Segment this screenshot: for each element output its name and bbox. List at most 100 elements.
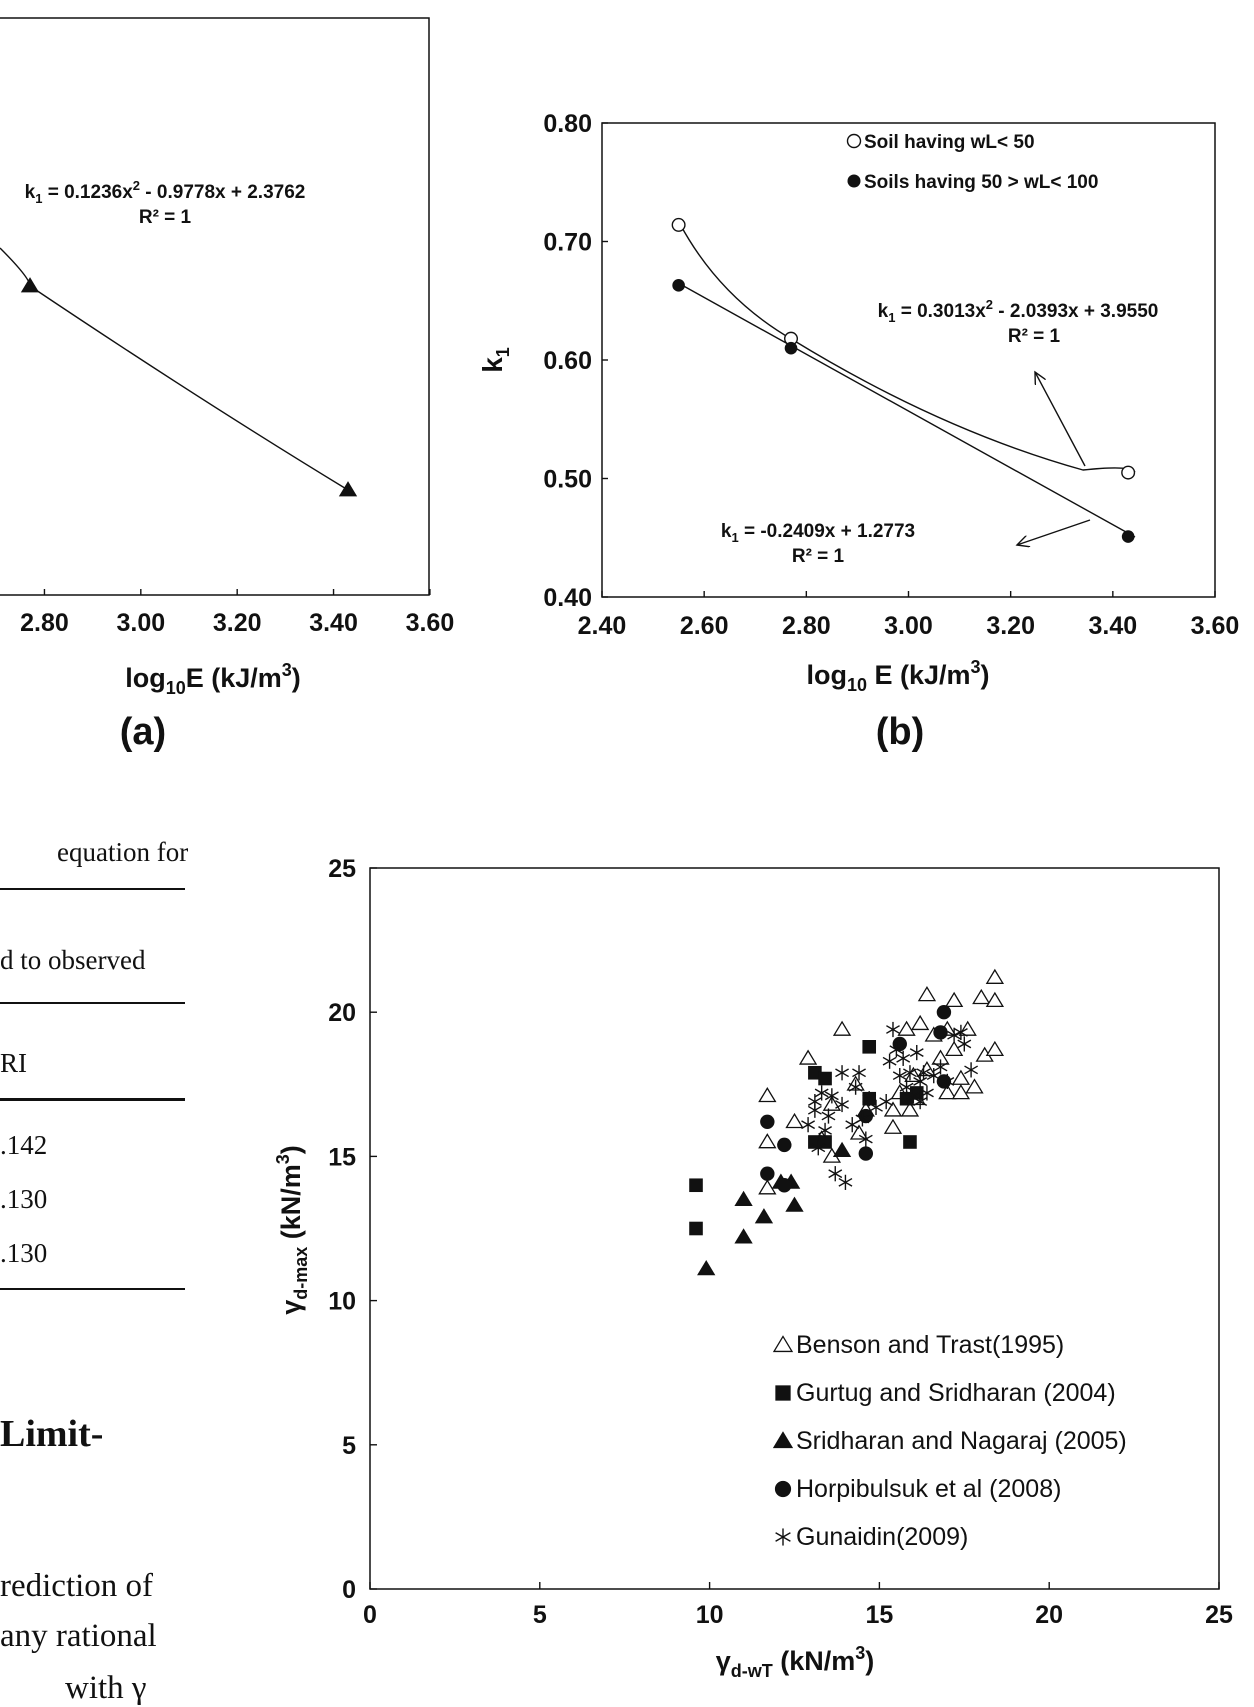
chart-c-data-point-shape <box>903 1135 917 1149</box>
chart-c-data-point-shape <box>832 1020 852 1036</box>
chart-c-data-point <box>965 1078 984 1094</box>
chart-c-data-point <box>832 1141 852 1157</box>
chart-c-y-tick-label: 25 <box>328 855 356 883</box>
chart-c-data-point-shape <box>911 1014 930 1031</box>
chart-c-data-point-stroke <box>892 1071 907 1081</box>
chart-c-data-point <box>951 1084 971 1100</box>
chart-a-x-tick-label: 2.80 <box>20 609 69 637</box>
chart-c-data-point-stroke <box>835 1068 849 1078</box>
chart-c-data-point-stroke <box>926 1071 941 1081</box>
chart-c-data-point-stroke <box>953 1027 968 1037</box>
chart-c-data-point <box>951 1069 971 1085</box>
chart-a-r2: R² = 1 <box>139 207 192 228</box>
chart-c-data-point-shape <box>754 1208 774 1224</box>
chart-c-data-point <box>883 1118 903 1134</box>
chart-c-data-point <box>909 1044 924 1061</box>
chart-c-data-point-stroke <box>838 1177 853 1187</box>
chart-b-data-point <box>1121 530 1135 543</box>
chart-c-data-point-shape <box>951 1084 971 1100</box>
chart-c-data-point-stroke <box>903 1068 917 1078</box>
chart-b: 2.40 2.60 2.80 3.00 3.20 3.40 3.60 0.40 0.50 0.60… <box>477 110 1239 753</box>
chart-c-data-point-stroke <box>848 1082 863 1092</box>
chart-c-data-point <box>903 1065 917 1081</box>
chart-c-data-point <box>852 1065 866 1081</box>
chart-a-xlabel: log10E (kJ/m3) <box>125 660 301 698</box>
chart-c-data-point <box>913 1094 928 1110</box>
chart-c-data-point <box>985 991 1005 1008</box>
chart-c-data-point-stroke <box>807 1097 822 1107</box>
table-header-fragment-ri: RI <box>0 1048 27 1078</box>
chart-c-data-point-stroke <box>906 1091 921 1101</box>
table-value: .130 <box>0 1184 48 1214</box>
chart-c-data-point-shape <box>936 1074 952 1089</box>
chart-b-data-point-shape <box>1121 465 1136 480</box>
chart-c-data-point <box>933 1059 948 1075</box>
table-top-rule <box>0 888 185 890</box>
chart-c-data-point <box>801 1117 816 1133</box>
chart-c-data-point-stroke <box>896 1053 911 1063</box>
chart-c-data-point-shape <box>689 1221 703 1236</box>
chart-c-data-point <box>785 1196 804 1212</box>
chart-c-data-point-stroke <box>947 1030 962 1040</box>
table-mid-rule <box>0 1098 185 1101</box>
chart-c-data-point <box>889 1042 904 1058</box>
chart-c-data-point <box>858 1146 874 1161</box>
chart-c-data-point <box>957 1036 972 1052</box>
chart-c-data-point <box>964 1062 979 1078</box>
chart-b-data-point <box>672 279 685 292</box>
chart-c-data-point <box>940 1073 955 1090</box>
chart-c-data-point <box>938 1084 957 1100</box>
chart-c-data-point <box>821 1108 836 1124</box>
chart-c-legend-marker-icon-shape <box>774 1480 792 1498</box>
chart-c-data-point-stroke <box>858 1134 873 1144</box>
chart-c-x-tick-label: 20 <box>1035 1601 1063 1629</box>
chart-c-data-point <box>920 1085 934 1101</box>
chart-c-data-point-stroke <box>913 1097 928 1107</box>
chart-c-data-point <box>689 1221 703 1236</box>
chart-c-data-point-shape <box>858 1146 874 1161</box>
chart-c-data-point <box>835 1096 849 1113</box>
chart-c-data-point-stroke <box>882 1056 897 1066</box>
chart-c-data-point <box>777 1178 792 1193</box>
chart-b-r2-linear: R² = 1 <box>792 546 845 567</box>
chart-c-data-point <box>760 1166 775 1181</box>
chart-b-xlabel: log10 E (kJ/m3) <box>806 657 989 695</box>
chart-c-data-point <box>777 1137 792 1153</box>
chart-c-data-point-shape <box>862 1040 877 1054</box>
chart-c-data-point <box>944 1040 964 1057</box>
chart-b-data-point <box>671 217 686 232</box>
chart-c-data-point-shape <box>760 1166 775 1181</box>
chart-c-data-point-stroke <box>886 1025 900 1034</box>
chart-c-data-point-shape <box>689 1178 703 1193</box>
chart-a-data-point <box>20 277 40 293</box>
chart-c-data-point-stroke <box>824 1091 839 1101</box>
chart-c-data-point <box>758 1133 777 1149</box>
chart-c-data-point <box>985 1040 1005 1057</box>
chart-b-y-tick-label: 0.50 <box>543 466 592 494</box>
chart-c-data-point <box>734 1228 753 1244</box>
chart-c-legend-label: Benson and Trast(1995) <box>796 1331 1064 1359</box>
chart-c-x-tick-label: 10 <box>696 1601 724 1629</box>
chart-c-data-point <box>916 1065 931 1081</box>
chart-b-panel-label: (b) <box>876 711 925 753</box>
chart-a-x-tick-label: 3.40 <box>309 609 358 637</box>
chart-c-data-point <box>862 1091 877 1107</box>
chart-b-x-tick-label: 3.60 <box>1191 612 1240 640</box>
chart-c-data-point <box>824 1088 839 1104</box>
chart-c-data-point-shape <box>760 1114 775 1129</box>
chart-c-data-point <box>858 1131 873 1147</box>
chart-c-data-point-shape <box>972 988 991 1005</box>
chart-b-series-filled-line <box>679 283 1136 538</box>
chart-c-data-point <box>886 1021 900 1038</box>
chart-c-data-point <box>903 1135 917 1149</box>
chart-b-x-tick-label: 2.40 <box>578 612 627 640</box>
chart-c-data-point <box>913 1073 928 1090</box>
chart-c-data-point <box>811 1140 826 1156</box>
chart-c-legend-marker-icon <box>772 1431 794 1449</box>
chart-c-data-point <box>814 1085 829 1101</box>
chart-c-data-point-shape <box>849 1124 869 1140</box>
chart-c-data-point <box>897 1020 916 1036</box>
chart-c-data-point-shape <box>883 1101 903 1117</box>
chart-b-series-open-curve <box>679 223 1136 473</box>
chart-c-data-point-stroke <box>845 1120 860 1130</box>
